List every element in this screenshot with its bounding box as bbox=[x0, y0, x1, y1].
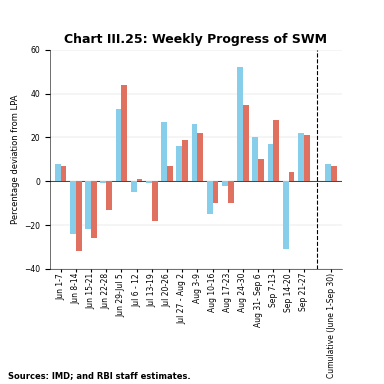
Bar bbox=[283, 181, 288, 249]
Bar bbox=[176, 146, 182, 181]
Bar bbox=[121, 85, 127, 181]
Bar bbox=[106, 181, 112, 210]
Bar bbox=[243, 105, 249, 181]
Bar bbox=[298, 133, 304, 181]
Bar bbox=[288, 172, 294, 181]
Bar bbox=[70, 181, 76, 234]
Bar bbox=[237, 68, 243, 181]
Bar bbox=[258, 159, 264, 181]
Text: Sources: IMD; and RBI staff estimates.: Sources: IMD; and RBI staff estimates. bbox=[8, 371, 190, 380]
Bar bbox=[55, 164, 61, 181]
Bar bbox=[192, 124, 197, 181]
Bar bbox=[325, 164, 331, 181]
Bar bbox=[161, 122, 167, 181]
Bar bbox=[228, 181, 233, 203]
Bar bbox=[197, 133, 203, 181]
Title: Chart III.25: Weekly Progress of SWM: Chart III.25: Weekly Progress of SWM bbox=[65, 33, 327, 46]
Bar bbox=[268, 144, 273, 181]
Bar bbox=[131, 181, 137, 192]
Bar bbox=[85, 181, 91, 229]
Bar bbox=[167, 166, 173, 181]
Bar bbox=[146, 181, 152, 184]
Bar bbox=[222, 181, 228, 185]
Bar bbox=[100, 181, 106, 184]
Bar bbox=[304, 135, 310, 181]
Bar bbox=[116, 109, 121, 181]
Bar bbox=[61, 166, 66, 181]
Bar bbox=[182, 140, 188, 181]
Bar bbox=[152, 181, 157, 221]
Bar bbox=[76, 181, 81, 251]
Bar bbox=[331, 166, 337, 181]
Bar bbox=[273, 120, 279, 181]
Bar bbox=[91, 181, 97, 238]
Bar bbox=[252, 137, 258, 181]
Y-axis label: Percentage deviation from LPA: Percentage deviation from LPA bbox=[11, 94, 20, 224]
Bar bbox=[213, 181, 218, 203]
Bar bbox=[207, 181, 213, 214]
Bar bbox=[137, 179, 142, 181]
